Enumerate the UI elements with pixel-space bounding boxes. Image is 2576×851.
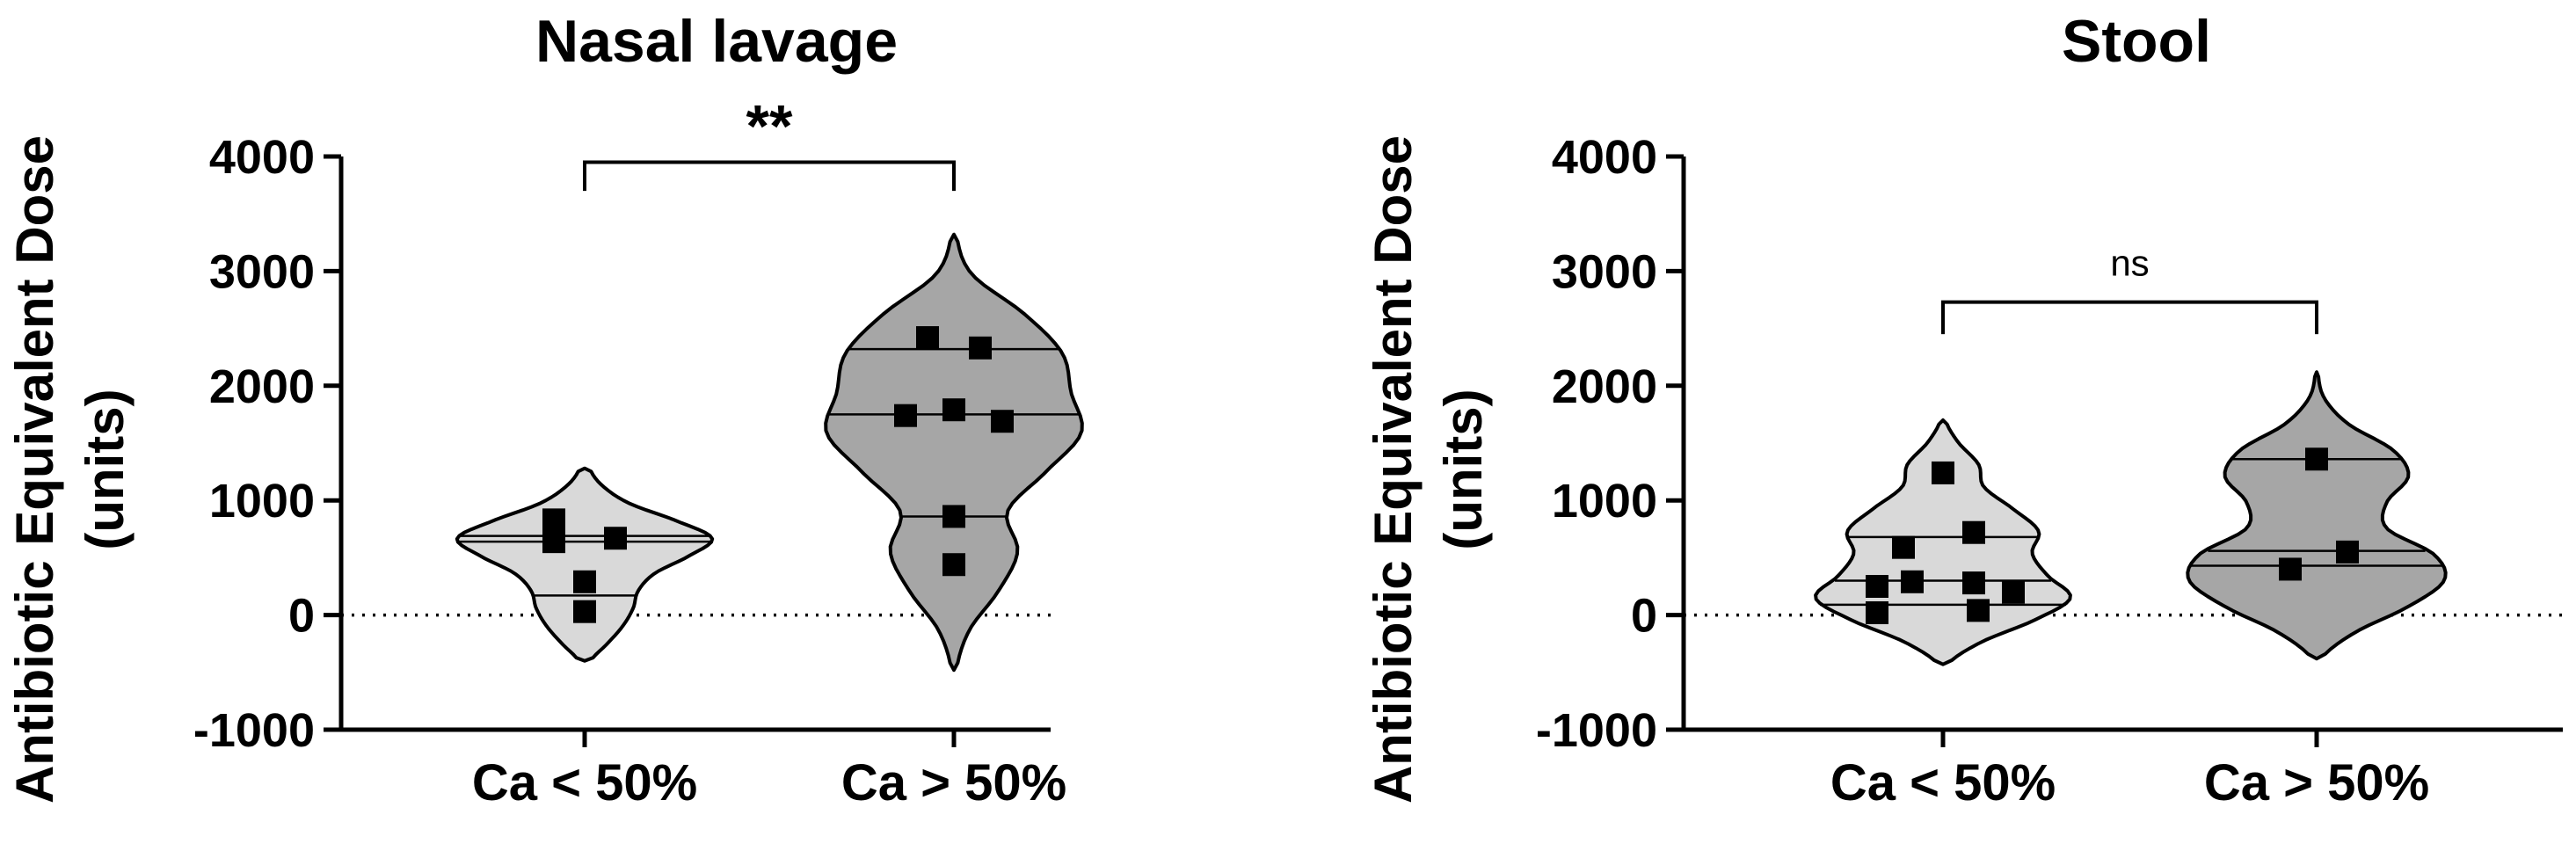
- data-point: [604, 527, 627, 550]
- violin-0: [455, 466, 715, 663]
- x-tick-label: Ca > 50%: [841, 754, 1066, 811]
- y-tick-label: -1000: [1536, 704, 1657, 757]
- data-point: [2305, 447, 2328, 471]
- data-point: [573, 600, 596, 623]
- data-point: [2279, 557, 2302, 581]
- data-point: [2002, 580, 2025, 604]
- significance-bracket: [1941, 300, 2318, 335]
- y-tick-label: 0: [288, 590, 315, 643]
- chart-panel-1: Stool Antibiotic Equivalent Dose (units) -1…: [1364, 8, 2563, 811]
- y-tick-label: 4000: [209, 131, 315, 184]
- data-point: [969, 336, 992, 360]
- x-tick-label: Ca < 50%: [1830, 754, 2056, 811]
- data-point: [1962, 571, 1985, 595]
- data-point: [1932, 461, 1954, 484]
- data-point: [2336, 540, 2359, 564]
- x-tick-label: Ca < 50%: [472, 754, 697, 811]
- x-tick-label: Ca > 50%: [2204, 754, 2429, 811]
- significance-label: **: [746, 93, 793, 160]
- data-point: [1892, 535, 1915, 559]
- data-point: [573, 570, 596, 593]
- violin-1: [2186, 370, 2448, 661]
- data-point: [542, 508, 565, 532]
- y-tick-label: 3000: [1552, 245, 1657, 298]
- y-tick-label: 4000: [1552, 131, 1657, 184]
- data-point: [1866, 600, 1888, 624]
- y-tick-label: 2000: [1552, 360, 1657, 413]
- y-tick-label: -1000: [193, 704, 315, 757]
- violin-0: [1814, 418, 2072, 666]
- y-axis-label: Antibiotic Equivalent Dose: [1364, 135, 1423, 804]
- significance-label: ns: [2110, 243, 2149, 284]
- data-point: [942, 398, 965, 422]
- data-point: [942, 553, 965, 577]
- y-tick-label: 1000: [1552, 475, 1657, 527]
- data-point: [1967, 599, 1990, 622]
- violin-1: [824, 232, 1084, 673]
- y-tick-label: 1000: [209, 475, 315, 527]
- y-axis-label: (units): [76, 389, 135, 549]
- y-tick-label: 0: [1631, 590, 1657, 643]
- chart-title: Stool: [2062, 8, 2211, 75]
- y-tick-label: 2000: [209, 360, 315, 413]
- data-point: [1866, 575, 1888, 598]
- data-point: [991, 410, 1014, 433]
- y-axis-label: Antibiotic Equivalent Dose: [5, 135, 64, 804]
- chart-panel-0: Nasal lavage Antibiotic Equivalent Dose (u…: [5, 8, 1084, 811]
- data-point: [942, 505, 965, 528]
- data-point: [1901, 570, 1924, 593]
- data-point: [916, 326, 939, 350]
- chart-title: Nasal lavage: [535, 8, 898, 75]
- y-tick-label: 3000: [209, 245, 315, 298]
- y-axis-label: (units): [1434, 389, 1493, 549]
- data-point: [1962, 520, 1985, 544]
- data-point: [894, 404, 917, 427]
- data-point: [542, 530, 565, 554]
- significance-bracket: [583, 160, 956, 192]
